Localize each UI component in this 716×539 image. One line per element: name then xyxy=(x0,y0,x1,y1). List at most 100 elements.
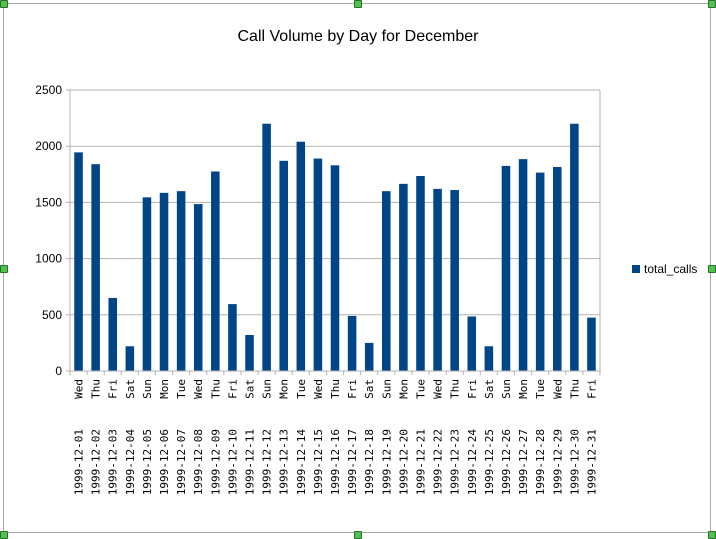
bar xyxy=(382,191,391,371)
bar xyxy=(330,165,340,371)
x-tick-label-day: Wed xyxy=(551,379,564,399)
x-tick-label-date: 1999-12-02 xyxy=(90,429,103,495)
x-tick-label-date: 1999-12-20 xyxy=(397,429,410,495)
bar xyxy=(245,335,254,371)
x-tick-label-date: 1999-12-09 xyxy=(209,429,222,495)
legend: total_calls xyxy=(632,262,697,276)
x-tick-label-date: 1999-12-31 xyxy=(585,429,598,495)
x-tick-label-date: 1999-12-07 xyxy=(175,429,188,495)
bar xyxy=(587,317,596,371)
bar xyxy=(450,190,459,371)
x-axis: Wed 1999-12-01 Thu 1999-12-02 Fri 1999-12-03 S… xyxy=(69,370,601,496)
bar xyxy=(91,164,100,371)
x-tick-label-date: 1999-12-11 xyxy=(244,429,257,495)
y-tick-label: 1500 xyxy=(35,195,62,209)
x-tick-label-day: Fri xyxy=(585,379,598,399)
x-tick-label-day: Wed xyxy=(73,379,86,399)
x-tick-label-date: 1999-12-23 xyxy=(449,429,462,495)
x-tick-label-date: 1999-12-17 xyxy=(346,429,359,495)
x-tick-label-day: Sat xyxy=(244,379,257,399)
bar xyxy=(142,197,152,371)
bar xyxy=(535,172,545,371)
x-tick-label-date: 1999-12-14 xyxy=(295,429,308,496)
bar xyxy=(433,188,442,371)
legend-label: total_calls xyxy=(644,262,697,276)
bar-series xyxy=(74,123,596,371)
bar xyxy=(108,297,118,371)
x-tick-label-day: Fri xyxy=(226,379,239,399)
bar xyxy=(484,346,494,371)
bar xyxy=(176,191,186,371)
x-tick-label-date: 1999-12-06 xyxy=(158,429,171,495)
y-tick-label: 500 xyxy=(42,308,62,322)
x-tick-label-day: Thu xyxy=(568,379,581,399)
x-tick-label-day: Sat xyxy=(363,379,376,399)
x-tick-label-day: Thu xyxy=(329,379,342,399)
x-tick-label-day: Fri xyxy=(346,379,359,399)
x-tick-label-day: Tue xyxy=(175,379,188,399)
x-tick-label-date: 1999-12-22 xyxy=(432,429,445,495)
x-tick-label-day: Thu xyxy=(90,379,103,399)
x-tick-label-date: 1999-12-19 xyxy=(380,429,393,495)
x-tick-label-date: 1999-12-10 xyxy=(226,429,239,495)
x-tick-label-date: 1999-12-13 xyxy=(278,429,291,495)
legend-swatch xyxy=(632,265,640,273)
y-tick-label: 0 xyxy=(55,364,62,378)
x-tick-label-day: Mon xyxy=(278,379,291,399)
bar xyxy=(416,175,425,371)
bar xyxy=(518,159,528,371)
x-tick-label-date: 1999-12-29 xyxy=(551,429,564,495)
x-tick-label-day: Thu xyxy=(209,379,222,399)
x-tick-label-day: Fri xyxy=(107,379,120,399)
x-tick-label-day: Wed xyxy=(432,379,445,399)
x-tick-label-day: Sun xyxy=(500,379,513,399)
resize-handle-top-middle[interactable] xyxy=(354,0,362,8)
bar xyxy=(347,315,357,371)
x-tick-label-date: 1999-12-01 xyxy=(73,429,86,495)
x-tick-label-day: Sun xyxy=(380,379,393,399)
x-tick-label-day: Sat xyxy=(124,379,137,399)
x-tick-label-date: 1999-12-03 xyxy=(107,429,120,495)
x-tick-label-day: Fri xyxy=(466,379,479,399)
x-tick-label-date: 1999-12-15 xyxy=(312,429,325,495)
x-tick-label-date: 1999-12-16 xyxy=(329,429,342,495)
x-tick-label-day: Tue xyxy=(414,379,427,399)
bar xyxy=(74,152,83,371)
x-tick-label-date: 1999-12-30 xyxy=(568,429,581,495)
x-tick-label-day: Thu xyxy=(449,379,462,399)
x-tick-label-day: Mon xyxy=(158,379,171,399)
x-tick-label-day: Mon xyxy=(397,379,410,399)
x-tick-label-date: 1999-12-08 xyxy=(192,429,205,495)
x-tick-label-date: 1999-12-25 xyxy=(483,429,496,495)
resize-handle-middle-left[interactable] xyxy=(0,265,8,273)
bar xyxy=(570,123,579,371)
y-tick-label: 1000 xyxy=(35,252,62,266)
x-tick-label-date: 1999-12-24 xyxy=(466,429,479,496)
bar xyxy=(364,342,374,371)
bar xyxy=(296,141,306,371)
x-tick-label-date: 1999-12-04 xyxy=(124,429,137,496)
y-tick-label: 2000 xyxy=(35,139,62,153)
x-tick-label-date: 1999-12-28 xyxy=(534,429,547,495)
x-tick-label-day: Mon xyxy=(517,379,530,399)
x-tick-label-day: Sun xyxy=(261,379,274,399)
x-tick-label-day: Sat xyxy=(483,379,496,399)
bar xyxy=(228,304,237,371)
x-tick-label-date: 1999-12-27 xyxy=(517,429,530,495)
y-tick-label: 2500 xyxy=(35,83,62,97)
resize-handle-top-left[interactable] xyxy=(0,0,8,8)
x-tick-label-day: Tue xyxy=(534,379,547,399)
bar xyxy=(125,346,135,371)
bar xyxy=(159,192,169,371)
bar xyxy=(262,123,271,371)
x-tick-label-date: 1999-12-21 xyxy=(414,429,427,495)
bar xyxy=(193,204,203,371)
bar xyxy=(211,171,220,371)
bar xyxy=(279,160,288,371)
x-tick-label-date: 1999-12-05 xyxy=(141,429,154,495)
bar xyxy=(467,316,477,371)
x-tick-label-day: Wed xyxy=(312,379,325,399)
bar xyxy=(501,165,511,371)
bar xyxy=(552,166,562,371)
